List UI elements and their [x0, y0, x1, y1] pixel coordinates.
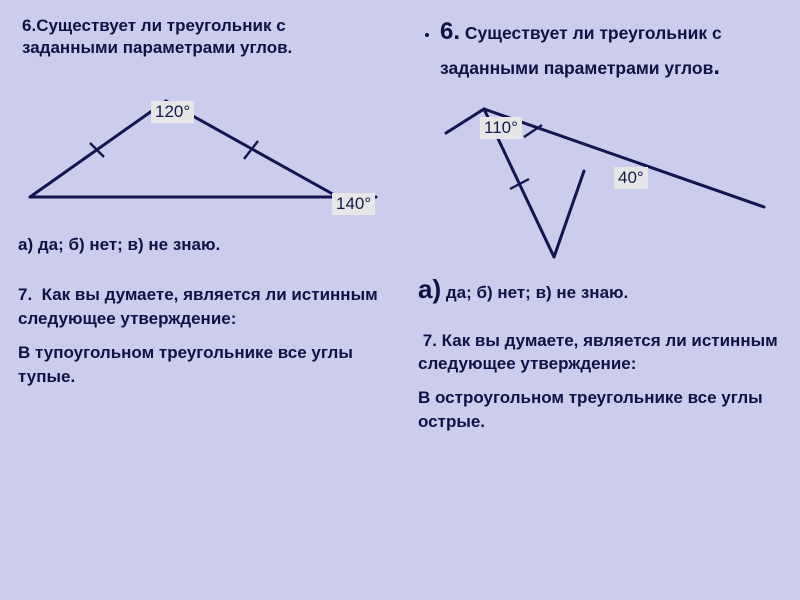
answers-rest-right: да; б) нет; в) не знаю.	[441, 283, 628, 302]
right-column: 6. Существует ли треугольник с заданными…	[400, 0, 800, 600]
q7-number-right: 7.	[423, 331, 437, 350]
q6-bigdot-right: .	[713, 53, 720, 80]
q6-title-left: 6.Существует ли треугольник с заданными …	[18, 15, 382, 59]
answers-right: а) да; б) нет; в) не знаю.	[418, 274, 782, 305]
triangle-diagram-right: 110° 40°	[424, 91, 788, 266]
q6-number-right: 6	[440, 18, 453, 45]
angle-label-top-left: 120°	[151, 101, 194, 123]
q7-claim-right: В остроугольном треугольнике все углы ос…	[418, 386, 782, 434]
angle-label-mid-right: 40°	[614, 167, 648, 189]
q7-claim-left: В тупоугольном треугольнике все углы туп…	[18, 341, 382, 389]
q7-number-left: 7.	[18, 285, 32, 304]
q7-prompt-left: 7. Как вы думаете, является ли истинным …	[18, 283, 382, 331]
angle-label-left-right: 110°	[480, 117, 522, 139]
q6-number-left: 6.	[22, 16, 36, 35]
triangle-diagram-left: 120° 140°	[18, 71, 382, 221]
q7-text-left: Как вы думаете, является ли истинным сле…	[18, 285, 378, 328]
answers-a-right: а)	[418, 274, 441, 304]
q6-text-right: Существует ли треугольник с заданными па…	[440, 23, 722, 78]
q6-dot-right: .	[453, 18, 460, 45]
answers-left: а) да; б) нет; в) не знаю.	[18, 235, 382, 255]
q6-text-left: Существует ли треугольник с заданными па…	[22, 16, 292, 57]
q7-text-right: Как вы думаете, является ли истинным сле…	[418, 331, 778, 374]
q7-prompt-right: 7. Как вы думаете, является ли истинным …	[418, 329, 782, 377]
left-column: 6.Существует ли треугольник с заданными …	[0, 0, 400, 600]
q6-title-right: 6. Существует ли треугольник с заданными…	[440, 15, 782, 85]
angle-label-right-left: 140°	[332, 193, 375, 215]
